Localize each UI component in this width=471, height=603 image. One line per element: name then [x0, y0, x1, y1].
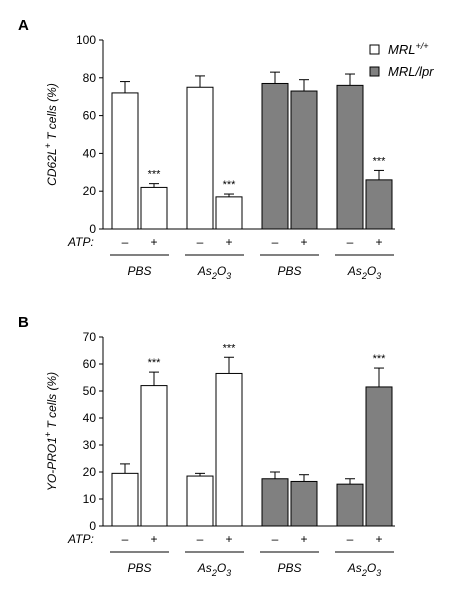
treatment-label: PBS	[277, 561, 301, 575]
y-tick-label: 80	[83, 71, 97, 85]
y-tick-label: 30	[83, 438, 97, 452]
bar	[336, 84, 364, 230]
treatment-label: PBS	[127, 264, 151, 278]
y-tick-label: 100	[76, 33, 96, 47]
bar	[290, 90, 318, 230]
atp-level-label: –	[122, 235, 129, 249]
treatment-label: As2O3	[347, 561, 381, 578]
treatment-label: As2O3	[347, 264, 381, 281]
treatment-label: PBS	[277, 264, 301, 278]
bar	[215, 372, 243, 527]
y-tick-label: 70	[83, 330, 97, 344]
panel-b: B 0 10 20 30 40 50 60 70 YO-PRO1+ T cells (%) ATP:…	[18, 314, 395, 578]
y-tick-label: 60	[83, 109, 97, 123]
legend-swatch-mrl-lpr	[369, 66, 380, 77]
atp-level-label: +	[375, 235, 382, 249]
bar	[186, 475, 214, 527]
legend-label-mrl-lpr: MRL/lpr	[388, 64, 434, 79]
atp-level-label: +	[375, 532, 382, 546]
legend: MRL+/+ MRL/lpr	[369, 41, 434, 79]
atp-level-label: –	[122, 532, 129, 546]
bar	[336, 483, 364, 527]
panel-label: A	[18, 17, 29, 34]
atp-level-label: +	[225, 532, 232, 546]
y-tick-label: 0	[89, 222, 96, 236]
significance-label: ***	[148, 169, 162, 181]
y-tick-label: 40	[83, 146, 97, 160]
treatment-label: As2O3	[197, 264, 231, 281]
bar	[140, 186, 168, 230]
bar	[111, 92, 139, 230]
atp-level-label: –	[197, 235, 204, 249]
y-tick-label: 20	[83, 465, 97, 479]
bar	[111, 472, 139, 527]
y-tick-label: 10	[83, 492, 97, 506]
y-tick-label: 40	[83, 411, 97, 425]
legend-swatch-mrl-wt	[369, 44, 380, 55]
y-axis-label: CD62L+ T cells (%)	[43, 83, 59, 186]
bar	[215, 196, 243, 230]
y-tick-label: 0	[89, 519, 96, 533]
atp-level-label: +	[225, 235, 232, 249]
atp-level-label: +	[300, 532, 307, 546]
y-tick-label: 60	[83, 357, 97, 371]
panel-a: A 0 20 40 60 80 100 CD62L+ T cells (%) ATP: – *** +…	[18, 17, 395, 281]
atp-level-label: –	[347, 532, 354, 546]
treatment-label: As2O3	[197, 561, 231, 578]
treatment-label: PBS	[127, 561, 151, 575]
bar	[365, 179, 393, 230]
atp-level-label: –	[197, 532, 204, 546]
significance-label: ***	[373, 155, 387, 167]
atp-level-label: –	[272, 532, 279, 546]
significance-label: ***	[223, 179, 237, 191]
bar	[186, 86, 214, 230]
atp-label: ATP:	[67, 235, 94, 249]
atp-label: ATP:	[67, 532, 94, 546]
atp-level-label: +	[150, 532, 157, 546]
bar	[261, 82, 289, 230]
bar	[365, 386, 393, 527]
atp-level-label: +	[300, 235, 307, 249]
panel-label: B	[18, 314, 29, 331]
bar	[261, 478, 289, 527]
significance-label: ***	[223, 342, 237, 354]
significance-label: ***	[148, 357, 162, 369]
bar	[140, 385, 168, 527]
significance-label: ***	[373, 353, 387, 365]
atp-level-label: –	[272, 235, 279, 249]
atp-level-label: +	[150, 235, 157, 249]
y-tick-label: 20	[83, 184, 97, 198]
bar	[290, 480, 318, 527]
atp-level-label: –	[347, 235, 354, 249]
y-tick-label: 50	[83, 384, 97, 398]
y-axis-label: YO-PRO1+ T cells (%)	[43, 372, 59, 491]
legend-label-mrl-wt: MRL+/+	[388, 41, 428, 57]
